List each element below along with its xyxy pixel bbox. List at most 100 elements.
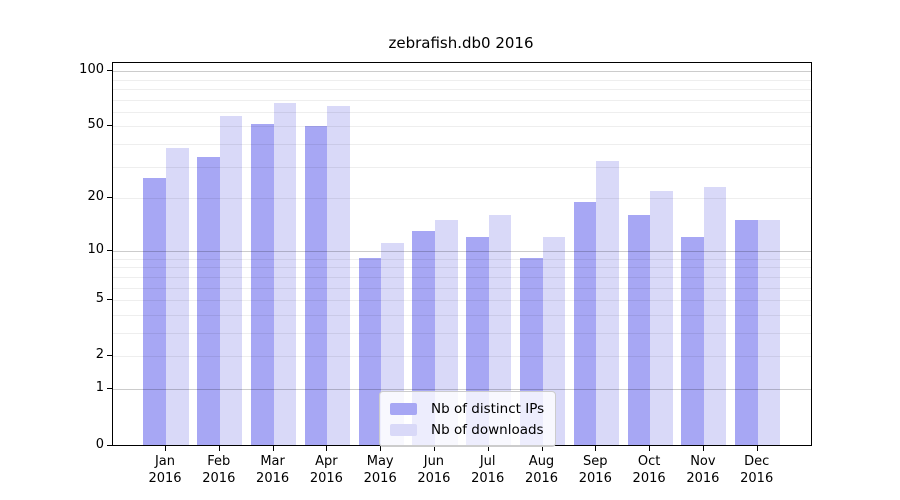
gridline-minor <box>113 126 811 128</box>
x-tick-mark <box>702 445 704 451</box>
x-tick-year: 2016 <box>256 470 290 486</box>
legend-item-downloads: Nb of downloads <box>390 419 544 440</box>
x-tick-year: 2016 <box>686 470 720 486</box>
y-tick-mark <box>107 125 112 127</box>
x-tick-month: Jun <box>423 453 445 469</box>
bar-downloads <box>327 106 350 445</box>
x-tick-label: Jan 2016 <box>138 453 192 487</box>
x-tick-mark <box>165 445 166 451</box>
y-tick-mark <box>107 70 112 71</box>
gridline-minor <box>113 79 811 81</box>
gridline-major <box>113 71 811 72</box>
legend-item-distinct-ips: Nb of distinct IPs <box>390 398 544 419</box>
bar-downloads <box>757 220 781 445</box>
bar-distinct-ips <box>304 125 328 445</box>
y-tick-label: 10 <box>87 241 104 257</box>
y-tick-label: 100 <box>79 62 104 77</box>
x-tick-mark <box>326 445 328 451</box>
x-tick-year: 2016 <box>524 470 559 486</box>
x-tick-label: Aug 2016 <box>515 453 569 487</box>
x-tick-month: Oct <box>637 453 661 469</box>
x-tick-month: Jul <box>479 453 496 469</box>
x-tick-mark <box>595 445 597 451</box>
x-tick-year: 2016 <box>202 470 236 486</box>
x-tick-label: Mar 2016 <box>246 453 300 487</box>
x-tick-month: Mar <box>260 453 285 469</box>
x-tick-month: Sep <box>583 453 608 469</box>
legend-swatch-distinct-ips <box>390 402 417 415</box>
y-tick-label: 1 <box>95 380 104 396</box>
x-tick-label: Feb 2016 <box>192 453 246 487</box>
gridline-minor <box>113 111 811 113</box>
x-tick-label: Sep 2016 <box>568 453 622 487</box>
legend-label: Nb of downloads <box>431 421 544 438</box>
chart-title: zebrafish.db0 2016 <box>388 34 534 52</box>
bar-downloads <box>166 147 189 445</box>
y-tick-mark <box>107 444 112 446</box>
x-tick-month: Jan <box>154 453 176 469</box>
x-tick-month: Dec <box>744 453 770 469</box>
bar-downloads <box>273 102 297 445</box>
y-tick-mark <box>107 197 112 199</box>
x-tick-mark <box>272 445 274 451</box>
x-tick-label: Nov 2016 <box>676 453 730 487</box>
x-tick-year: 2016 <box>309 470 343 486</box>
y-tick-label: 50 <box>87 117 104 133</box>
bar-distinct-ips <box>573 201 597 445</box>
x-tick-year: 2016 <box>148 470 182 486</box>
gridline-minor <box>113 99 811 101</box>
bar-distinct-ips <box>250 124 274 445</box>
x-tick-year: 2016 <box>632 470 666 486</box>
y-tick-label: 2 <box>95 347 104 363</box>
y-tick-label: 5 <box>95 291 104 307</box>
x-tick-month: Nov <box>690 453 716 469</box>
x-tick-label: Dec 2016 <box>730 453 784 487</box>
x-tick-mark <box>649 445 651 451</box>
x-tick-mark <box>487 445 489 451</box>
bar-downloads <box>434 220 458 445</box>
gridline-minor <box>113 88 811 90</box>
x-tick-month: Aug <box>528 453 555 469</box>
y-tick-mark <box>107 388 112 390</box>
gridline-minor <box>113 144 811 146</box>
x-tick-month: Apr <box>315 453 338 469</box>
bar-distinct-ips <box>627 215 651 445</box>
x-tick-label: Apr 2016 <box>299 453 353 487</box>
x-tick-label: Oct 2016 <box>622 453 676 487</box>
bar-downloads <box>703 187 727 445</box>
bar-distinct-ips <box>143 177 166 445</box>
x-tick-mark <box>380 445 382 451</box>
legend: Nb of distinct IPs Nb of downloads <box>379 391 557 447</box>
y-tick-mark <box>107 299 112 301</box>
x-tick-year: 2016 <box>471 470 505 486</box>
x-tick-mark <box>218 445 220 451</box>
x-tick-year: 2016 <box>578 470 612 486</box>
bar-downloads <box>650 190 673 445</box>
x-tick-year: 2016 <box>740 470 774 486</box>
bar-downloads <box>488 215 512 445</box>
x-tick-label: Jul 2016 <box>461 453 515 487</box>
y-tick-label: 20 <box>87 189 104 205</box>
bar-distinct-ips <box>358 258 382 445</box>
y-tick-label: 0 <box>95 436 104 452</box>
bar-distinct-ips <box>735 220 758 445</box>
plot-area: Nb of distinct IPs Nb of downloads <box>112 62 812 447</box>
x-tick-month: Feb <box>207 453 231 469</box>
legend-label: Nb of distinct IPs <box>431 400 545 417</box>
bar-distinct-ips <box>197 156 220 445</box>
bar-downloads <box>219 115 243 445</box>
x-tick-mark <box>433 445 435 451</box>
y-tick-mark <box>107 249 112 251</box>
bar-downloads <box>596 161 619 445</box>
bar-distinct-ips <box>681 236 704 445</box>
x-tick-year: 2016 <box>417 470 451 486</box>
x-tick-mark <box>756 445 758 451</box>
x-tick-label: Jun 2016 <box>407 453 461 487</box>
x-tick-mark <box>541 445 543 451</box>
legend-swatch-downloads <box>390 423 417 436</box>
y-tick-mark <box>107 355 112 357</box>
x-tick-year: 2016 <box>363 470 397 486</box>
x-tick-label: May 2016 <box>353 453 407 487</box>
x-tick-month: May <box>366 453 394 469</box>
